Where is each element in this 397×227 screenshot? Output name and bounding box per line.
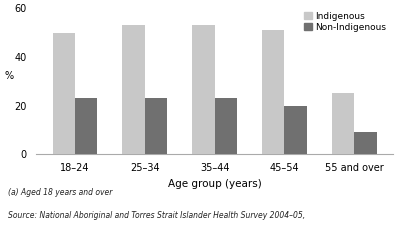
Bar <box>145 98 167 154</box>
Bar <box>354 132 377 154</box>
X-axis label: Age group (years): Age group (years) <box>168 179 262 189</box>
Text: Source: National Aboriginal and Torres Strait Islander Health Survey 2004–05,: Source: National Aboriginal and Torres S… <box>8 211 305 220</box>
Legend: Indigenous, Non-Indigenous: Indigenous, Non-Indigenous <box>302 10 388 34</box>
Bar <box>284 106 307 154</box>
Bar <box>262 30 284 154</box>
Bar <box>122 25 145 154</box>
Bar <box>192 25 215 154</box>
Bar <box>75 98 97 154</box>
Bar <box>332 94 354 154</box>
Bar <box>52 32 75 154</box>
Bar <box>215 98 237 154</box>
Text: (a) Aged 18 years and over: (a) Aged 18 years and over <box>8 188 112 197</box>
Y-axis label: %: % <box>4 71 13 81</box>
